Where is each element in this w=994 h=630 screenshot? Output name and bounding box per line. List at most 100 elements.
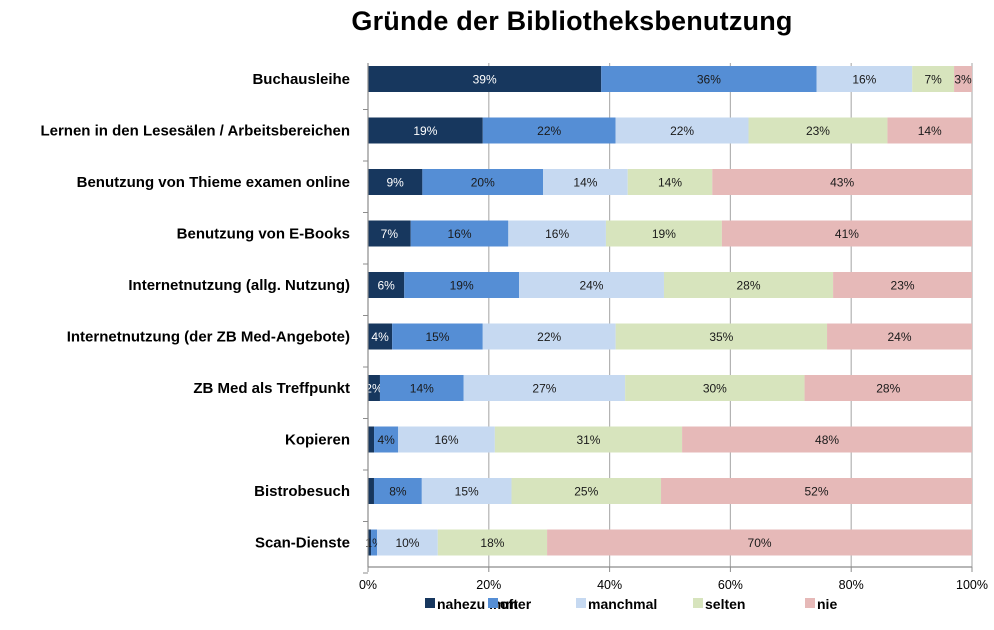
data-label: 70%: [748, 536, 772, 550]
data-label: 7%: [381, 227, 399, 241]
bar-segment-nahezu-immer: [368, 169, 423, 195]
data-label: 9%: [387, 176, 405, 190]
data-label: 39%: [473, 73, 497, 87]
bar-segment-nahezu-immer: [368, 426, 375, 453]
bar-segment-selten: [627, 169, 713, 195]
bar-segment-manchmal: [508, 220, 606, 247]
legend-swatch: [693, 598, 703, 608]
bar-segment-oft: [422, 169, 544, 195]
bar-segment-oft: [601, 66, 817, 92]
bar-segment-selten: [437, 529, 548, 556]
bar-segment-oft: [404, 272, 519, 298]
bar-segment-manchmal: [816, 66, 913, 92]
bar-segment-nie: [954, 66, 972, 92]
bar-segment-nie: [712, 169, 972, 195]
bar-segment-selten: [625, 375, 805, 401]
legend-label: manchmal: [588, 596, 657, 612]
bar-segment-selten: [494, 426, 683, 453]
bar-segment-nahezu-immer: [368, 529, 372, 556]
category-label: Benutzung von Thieme examen online: [77, 174, 350, 191]
bar-segment-nie: [887, 117, 972, 144]
legend-label: oft: [500, 596, 518, 612]
bar-segment-nahezu-immer: [368, 272, 405, 298]
category-label: Bistrobesuch: [254, 483, 350, 500]
bar-segment-selten: [511, 478, 662, 504]
data-label: 48%: [815, 433, 839, 447]
legend-label: nahezu immer: [437, 596, 532, 612]
bar-segment-nahezu-immer: [368, 66, 602, 92]
data-label: 52%: [804, 485, 828, 499]
category-label: Internetnutzung (allg. Nutzung): [128, 277, 350, 294]
data-label: 31%: [576, 433, 600, 447]
bar-segment-nie: [661, 478, 972, 504]
bar-segment-manchmal: [543, 169, 628, 195]
data-label: 36%: [697, 73, 721, 87]
bars: 39% 36% 16% 7% 3% 19% 22% 22% 23% 14% 9% 20% 14% 14% 4…: [365, 66, 972, 556]
bar-segment-nie: [804, 375, 972, 401]
bar-segment-nahezu-immer: [368, 220, 411, 247]
bar-segment-nahezu-immer: [368, 117, 483, 144]
bar-segment-selten: [605, 220, 722, 247]
data-label: 19%: [450, 279, 474, 293]
data-label: 2%: [365, 382, 383, 396]
data-label: 7%: [924, 73, 942, 87]
bar-segment-oft: [373, 478, 422, 504]
data-label: 25%: [574, 485, 598, 499]
bar-segment-oft: [374, 426, 399, 453]
bar-segment-nie: [827, 323, 972, 350]
data-label: 24%: [888, 330, 912, 344]
data-label: 23%: [891, 279, 915, 293]
bar-segment-selten: [663, 272, 834, 298]
category-label: Scan-Dienste: [255, 535, 350, 552]
bar-segment-nahezu-immer: [368, 375, 380, 401]
axes: [363, 63, 973, 574]
data-label: 10%: [395, 536, 419, 550]
data-label: 3%: [954, 73, 972, 87]
x-tick-label: 60%: [718, 578, 743, 592]
bar-segment-manchmal: [377, 529, 438, 556]
data-label: 8%: [389, 485, 407, 499]
data-label: 14%: [573, 176, 597, 190]
data-label: 16%: [447, 227, 471, 241]
data-label: 20%: [471, 176, 495, 190]
data-label: 14%: [658, 176, 682, 190]
x-tick-label: 100%: [956, 578, 988, 592]
bar-segment-selten: [615, 323, 828, 350]
bar-segment-oft: [482, 117, 616, 144]
chart-title: Gründe der Bibliotheksbenutzung: [351, 6, 793, 36]
legend-label: selten: [705, 596, 745, 612]
data-label: 43%: [830, 176, 854, 190]
bar-segment-oft: [392, 323, 483, 350]
bar-segment-nahezu-immer: [368, 478, 374, 504]
legend-swatch: [425, 598, 435, 608]
data-label: 19%: [652, 227, 676, 241]
data-label: 22%: [537, 124, 561, 138]
category-label: Lernen in den Lesesälen / Arbeitsbereich…: [40, 123, 350, 140]
bar-segment-oft: [371, 529, 378, 556]
category-label: Buchausleihe: [252, 71, 350, 88]
bar-segment-nie: [833, 272, 972, 298]
data-label: 16%: [852, 73, 876, 87]
data-label: 15%: [455, 485, 479, 499]
x-tick-label: 40%: [597, 578, 622, 592]
data-label: 35%: [709, 330, 733, 344]
category-label: ZB Med als Treffpunkt: [193, 380, 350, 397]
bar-segment-nie: [547, 529, 972, 556]
data-label: 22%: [537, 330, 561, 344]
bar-segment-selten: [748, 117, 888, 144]
data-label: 30%: [703, 382, 727, 396]
data-label: 16%: [545, 227, 569, 241]
data-label: 28%: [737, 279, 761, 293]
bar-segment-manchmal: [463, 375, 626, 401]
data-label: 14%: [918, 124, 942, 138]
data-label: 4%: [371, 330, 389, 344]
data-label: 16%: [435, 433, 459, 447]
data-label: 14%: [410, 382, 434, 396]
bar-segment-nahezu-immer: [368, 323, 393, 350]
bar-segment-oft: [379, 375, 464, 401]
data-label: 19%: [413, 124, 437, 138]
legend-swatch: [576, 598, 586, 608]
x-tick-labels: 0% 20% 40% 60% 80% 100%: [359, 578, 988, 592]
data-label: 22%: [670, 124, 694, 138]
